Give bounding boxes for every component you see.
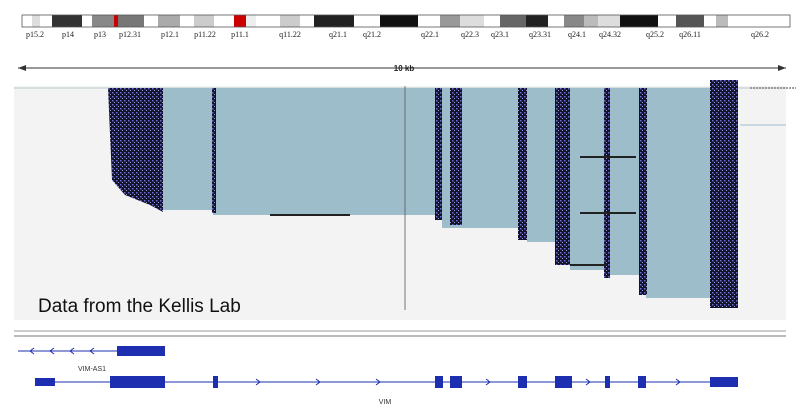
band [728, 15, 790, 27]
exon[interactable] [35, 378, 55, 386]
band [256, 15, 280, 27]
band [526, 15, 548, 27]
band [246, 15, 256, 27]
band [214, 15, 234, 27]
band [82, 15, 92, 27]
ruler: 10 kb [18, 64, 786, 73]
band [52, 15, 82, 27]
band-label: q22.1 [421, 30, 439, 39]
exon[interactable] [555, 376, 572, 388]
band [194, 15, 214, 27]
band-label: p12.1 [161, 30, 179, 39]
band-labels: p15.2 p14 p13 p12.31 p12.1 p11.22 p11.1 q11.22 q… [26, 30, 769, 39]
block [163, 88, 213, 210]
exon[interactable] [450, 376, 462, 388]
band-label: q23.1 [491, 30, 509, 39]
overlay-text: Data from the Kellis Lab [38, 296, 241, 317]
block [570, 88, 608, 270]
reads [450, 88, 462, 225]
exon[interactable] [435, 376, 443, 388]
ruler-label: 10 kb [394, 64, 415, 73]
band-label: q24.1 [568, 30, 586, 39]
ideogram-outline [21, 14, 791, 28]
reads [435, 88, 442, 220]
band [314, 15, 354, 27]
reads [555, 88, 570, 265]
band [354, 15, 380, 27]
band-label: p14 [62, 30, 74, 39]
band [40, 15, 52, 27]
band-label: p11.1 [231, 30, 249, 39]
gene-track: VIM-AS1 VIM [18, 346, 738, 406]
band [380, 15, 418, 27]
band [620, 15, 658, 27]
junction [580, 212, 636, 214]
band-label: q21.1 [329, 30, 347, 39]
band-label: q26.2 [751, 30, 769, 39]
band-label: p15.2 [26, 30, 44, 39]
band [280, 15, 300, 27]
exon[interactable] [213, 376, 218, 388]
exon[interactable] [117, 346, 165, 356]
gene-label: VIM-AS1 [78, 366, 106, 373]
gene-label: VIM [379, 399, 392, 406]
band [548, 15, 564, 27]
exon[interactable] [518, 376, 527, 388]
band [22, 15, 32, 27]
band [158, 15, 180, 27]
reads [639, 88, 647, 295]
band-label: q25.2 [646, 30, 664, 39]
band [460, 15, 484, 27]
ideogram[interactable] [21, 14, 791, 28]
band [144, 15, 158, 27]
band [500, 15, 526, 27]
exon[interactable] [110, 376, 165, 388]
band [484, 15, 500, 27]
reads [212, 88, 216, 213]
band [716, 15, 728, 27]
band [418, 15, 440, 27]
band-label: q11.22 [279, 30, 301, 39]
reads [604, 88, 610, 278]
strand-arrows [255, 378, 681, 386]
band-label: p13 [94, 30, 106, 39]
band [676, 15, 704, 27]
strand-arrows [29, 347, 95, 355]
band [32, 15, 40, 27]
exon[interactable] [710, 377, 738, 387]
exon[interactable] [605, 376, 610, 388]
block [646, 88, 712, 298]
exon[interactable] [638, 376, 646, 388]
band [564, 15, 584, 27]
band-label: q24.32 [599, 30, 621, 39]
block [608, 88, 640, 275]
reads [710, 80, 738, 308]
junction [270, 214, 350, 216]
block [213, 88, 435, 215]
band-label: q22.3 [461, 30, 479, 39]
data-track: Data from the Kellis Lab [14, 80, 796, 320]
band [300, 15, 314, 27]
band-label: p11.22 [194, 30, 216, 39]
band [114, 15, 118, 27]
band-label: q21.2 [363, 30, 381, 39]
band-label: p12.31 [119, 30, 141, 39]
block [527, 88, 557, 242]
band [598, 15, 620, 27]
band [92, 15, 114, 27]
band-label: q26.11 [679, 30, 701, 39]
reads [518, 88, 527, 240]
band [440, 15, 460, 27]
band [658, 15, 676, 27]
band [584, 15, 598, 27]
junction [570, 264, 606, 266]
junction [580, 156, 636, 158]
centromere [234, 15, 246, 27]
band [180, 15, 194, 27]
band [118, 15, 144, 27]
band [704, 15, 716, 27]
reads [108, 88, 163, 212]
band-label: q23.31 [529, 30, 551, 39]
